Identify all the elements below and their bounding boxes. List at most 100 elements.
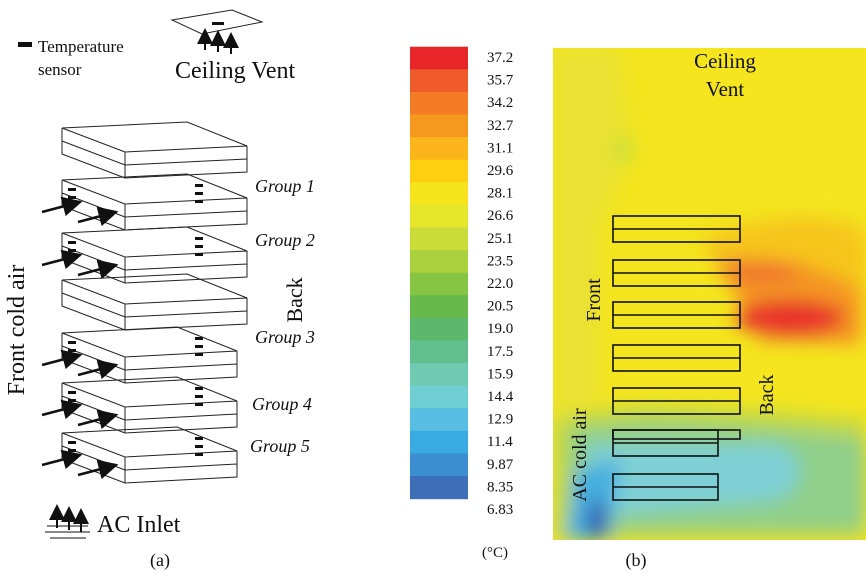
sensor [195, 192, 203, 195]
colorbar-band [410, 340, 468, 364]
air-arrow [41, 449, 83, 470]
sensor [195, 353, 203, 356]
sensor [68, 241, 76, 244]
colorbar-label: 22.0 [487, 276, 513, 292]
colorbar-band [410, 227, 468, 251]
rack-box [61, 426, 238, 484]
colorbar-label: 12.9 [487, 412, 513, 428]
colorbar-label: 23.5 [487, 253, 513, 269]
colorbar-band [410, 137, 468, 161]
rack-box [61, 226, 248, 284]
sensor-icon [18, 42, 32, 47]
sensor [68, 249, 76, 252]
rack-box [61, 376, 238, 434]
front-cold-air-label: Front cold air [4, 265, 30, 396]
air-arrow [41, 349, 83, 370]
colorbar-label: 9.87 [487, 457, 514, 473]
colorbar-label: 14.4 [487, 389, 514, 405]
colorbar-band [410, 385, 468, 409]
legend-label: sensor [38, 60, 82, 79]
group-label: Group 2 [255, 230, 315, 250]
ceiling-vent-label: Vent [706, 77, 745, 101]
colorbar-band [410, 295, 468, 319]
air-arrow [77, 206, 119, 227]
sensor [195, 337, 203, 340]
sensor [68, 391, 76, 394]
colorbar-band [410, 250, 468, 274]
legend-label: Temperature [38, 37, 124, 56]
sensor [195, 437, 203, 440]
colorbar-label: 6.83 [487, 502, 513, 518]
sensor [195, 395, 203, 398]
air-arrow [41, 196, 83, 217]
air-arrow [41, 249, 83, 270]
group-label: Group 5 [250, 436, 310, 456]
group-label: Group 1 [255, 176, 315, 196]
rack-box [61, 173, 248, 231]
ceiling-vent-label: Ceiling Vent [175, 58, 296, 84]
colorbar-label: 31.1 [487, 140, 513, 156]
colorbar-label: 15.9 [487, 366, 513, 382]
panel-a: Temperature sensor Ceiling Vent Group 1 … [4, 9, 315, 571]
sensor [195, 184, 203, 187]
colorbar-band [410, 69, 468, 93]
colorbar-label: 19.0 [487, 321, 513, 337]
colorbar-band [410, 453, 468, 477]
colorbar-label: 28.1 [487, 186, 513, 202]
colorbar-unit: (°C) [482, 545, 508, 561]
back-label: Back [756, 374, 778, 415]
rack-box [61, 326, 238, 384]
sensor [195, 387, 203, 390]
colorbar-band [410, 317, 468, 341]
sensor [68, 399, 76, 402]
sensor [195, 253, 203, 256]
colorbar-label: 35.7 [487, 73, 514, 89]
sensor [68, 449, 76, 452]
inlet-plate [45, 525, 90, 539]
colorbar-label: 17.5 [487, 344, 513, 360]
ac-cold-air-label: AC cold air [569, 408, 591, 502]
colorbar-band [410, 182, 468, 206]
colorbar-label: 37.2 [487, 50, 513, 66]
colorbar-band [410, 204, 468, 228]
sensor [195, 200, 203, 203]
sensor [195, 453, 203, 456]
air-arrow [77, 459, 119, 480]
ceiling-vent-label: Ceiling [694, 49, 756, 73]
colorbar-label: 8.35 [487, 479, 513, 495]
panel-b: Ceiling Vent Front Back AC cold air (b) [553, 48, 866, 571]
colorbar-label: 11.4 [487, 434, 513, 450]
caption: (a) [150, 550, 170, 571]
sensor-icon [212, 22, 224, 25]
air-arrow [41, 399, 83, 420]
colorbar-band [410, 363, 468, 387]
sensor [195, 245, 203, 248]
sensor [68, 341, 76, 344]
sensor [195, 403, 203, 406]
sensor [68, 196, 76, 199]
colorbar-label: 29.6 [487, 163, 514, 179]
colorbar-label: 32.7 [487, 118, 514, 134]
back-label: Back [282, 277, 307, 322]
sensor [195, 345, 203, 348]
colorbar-band [410, 476, 468, 500]
sensor [68, 349, 76, 352]
colorbar: (°C) 37.2 35.7 34.2 32.7 31.1 29.6 28.1 26.6 25.… [410, 46, 514, 561]
front-label: Front [583, 278, 605, 322]
air-arrow [77, 409, 119, 430]
colorbar-band [410, 114, 468, 138]
colorbar-band [410, 272, 468, 296]
vent-plate [170, 9, 264, 35]
colorbar-band [410, 46, 468, 70]
group-label: Group 4 [252, 394, 312, 414]
air-arrow [77, 359, 119, 380]
sensor [195, 445, 203, 448]
colorbar-label: 34.2 [487, 95, 513, 111]
sensor [195, 237, 203, 240]
air-arrow [77, 259, 119, 280]
colorbar-band [410, 430, 468, 454]
colorbar-label: 26.6 [487, 208, 514, 224]
rack-box [61, 273, 248, 331]
caption: (b) [626, 550, 647, 571]
